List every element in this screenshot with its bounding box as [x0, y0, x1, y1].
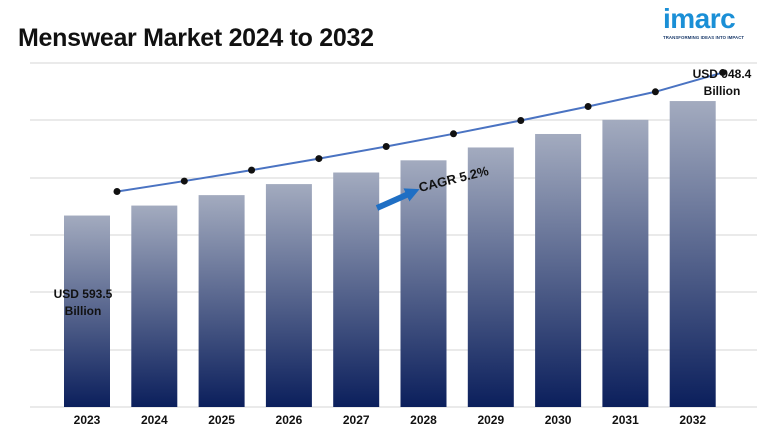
x-tick-label: 2028 [410, 413, 437, 427]
x-tick-label: 2027 [343, 413, 370, 427]
bars [64, 101, 716, 408]
bar-2027 [333, 172, 380, 407]
x-tick-label: 2023 [74, 413, 101, 427]
bar-2030 [535, 133, 582, 407]
start-value-label-line1: USD 593.5 [54, 287, 113, 301]
x-tick-label: 2024 [141, 413, 168, 427]
x-axis-tick-labels: 2023 2024 2025 2026 2027 2028 2029 2030 2031 2032 [74, 413, 707, 427]
logo-tagline: TRANSFORMING IDEAS INTO IMPACT [663, 35, 745, 40]
imarc-logo: imarc TRANSFORMING IDEAS INTO IMPACT [663, 3, 755, 46]
x-tick-label: 2030 [545, 413, 572, 427]
x-tick-label: 2026 [276, 413, 303, 427]
logo-wordmark: imarc [663, 3, 736, 34]
trend-point-2029 [517, 116, 525, 124]
trend-point-2030 [584, 102, 592, 110]
trend-point-2026 [315, 155, 323, 163]
x-tick-label: 2031 [612, 413, 639, 427]
trend-point-2027 [382, 143, 390, 151]
bar-2031 [602, 119, 649, 408]
trend-line [116, 71, 723, 193]
x-tick-label: 2025 [208, 413, 235, 427]
trend-point-2024 [180, 177, 188, 185]
x-tick-label: 2032 [679, 413, 706, 427]
bar-2023 [64, 215, 110, 407]
start-value-label-line2: Billion [65, 304, 102, 318]
trend-point-2031 [651, 88, 659, 96]
bar-2026 [265, 184, 312, 407]
trend-line-group [113, 69, 727, 196]
trend-point-2028 [450, 130, 457, 138]
trend-point-2025 [248, 166, 256, 174]
end-value-label-line2: Billion [704, 84, 741, 98]
bar-2025 [198, 195, 245, 407]
bar-2032 [669, 101, 716, 408]
chart-title: Menswear Market 2024 to 2032 [18, 24, 374, 52]
bar-2029 [467, 147, 514, 407]
x-tick-label: 2029 [477, 413, 504, 427]
bar-2024 [131, 205, 178, 407]
trend-point-2023 [113, 188, 121, 196]
trend-point-2032 [719, 69, 727, 77]
end-value-label-line1: USD 948.4 [693, 67, 752, 81]
cagr-arrow [375, 188, 420, 211]
